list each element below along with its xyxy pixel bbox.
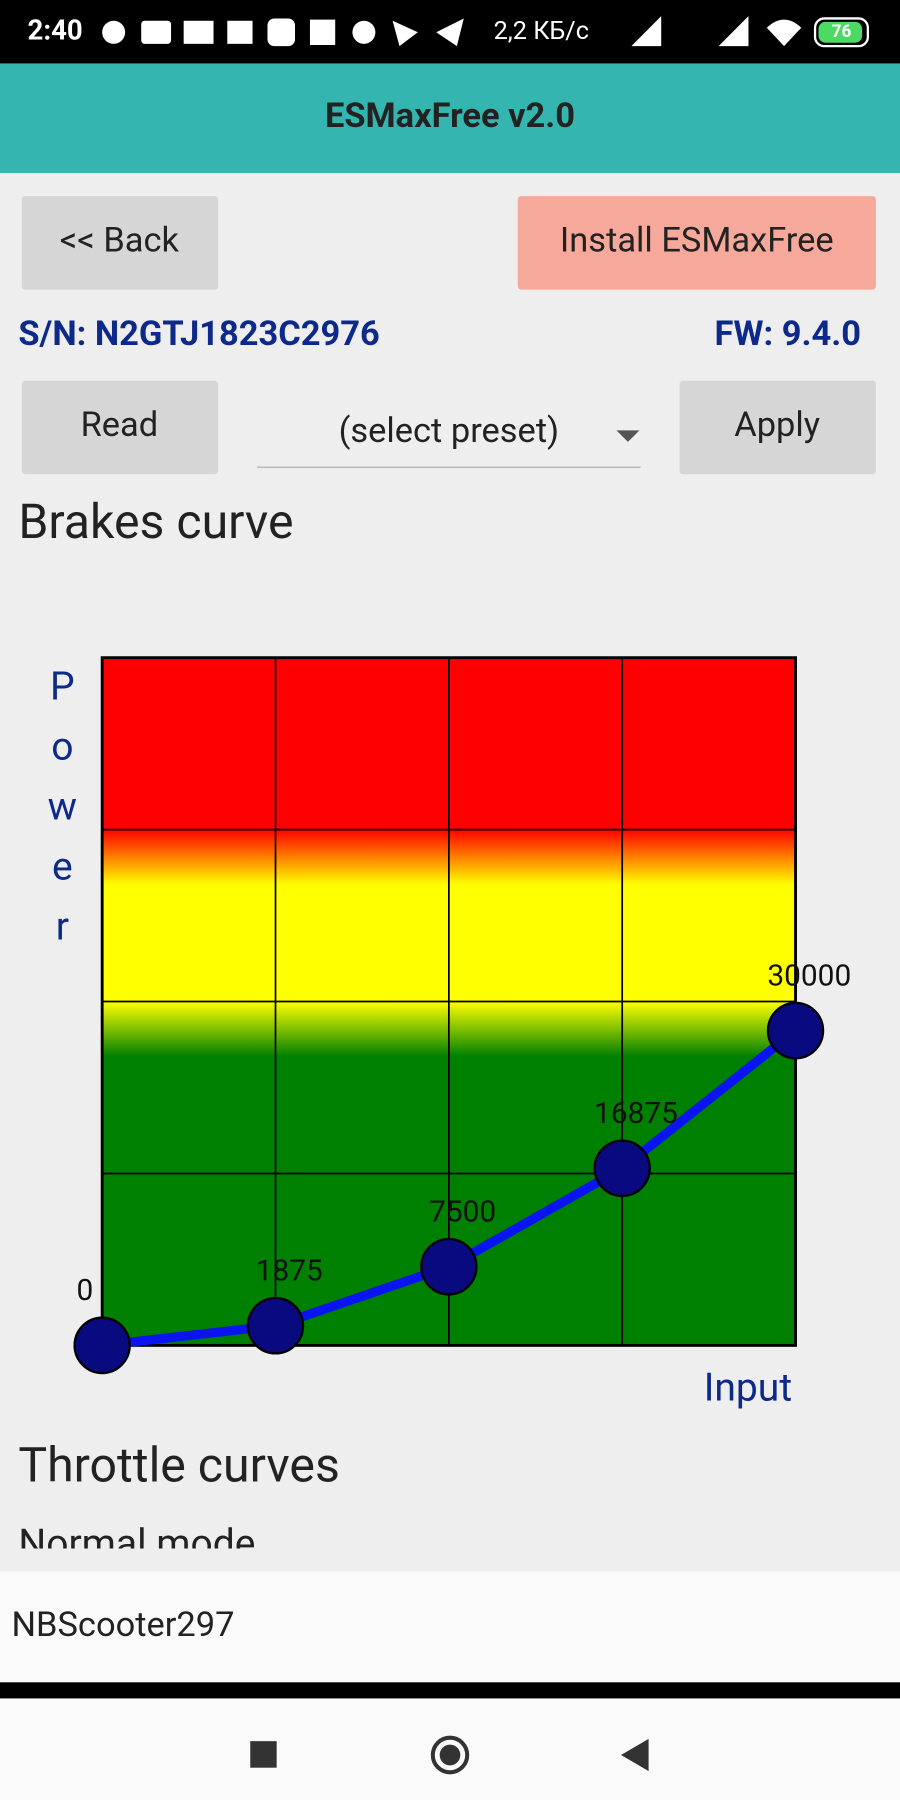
battery-level: 76 bbox=[832, 22, 852, 42]
x-axis-label: Input bbox=[704, 1365, 792, 1411]
throttle-subtitle: Normal mode bbox=[18, 1520, 255, 1566]
curve-point bbox=[420, 1237, 478, 1296]
home-button[interactable] bbox=[430, 1735, 470, 1775]
install-button[interactable] bbox=[517, 196, 876, 290]
app-bar bbox=[0, 63, 900, 174]
clock: 2:40 bbox=[28, 14, 83, 47]
serial-number: S/N: N2GTJ1823C2976 bbox=[18, 314, 379, 354]
point-label: 0 bbox=[77, 1273, 94, 1308]
plot-frame bbox=[100, 656, 797, 1347]
point-label: 16875 bbox=[594, 1096, 678, 1131]
curve-point bbox=[73, 1316, 131, 1375]
y-axis-label: Power bbox=[39, 663, 85, 963]
device-name: NBScooter297 bbox=[11, 1605, 234, 1645]
recents-button[interactable] bbox=[250, 1741, 277, 1768]
preset-select[interactable]: (select preset) bbox=[339, 411, 559, 451]
notification-icons bbox=[102, 18, 464, 47]
apply-label[interactable]: Apply bbox=[734, 405, 820, 445]
content: << Back Install ESMaxFree S/N: N2GTJ1823… bbox=[18, 196, 876, 1566]
system-icons bbox=[631, 16, 870, 48]
point-label: 1875 bbox=[256, 1253, 323, 1288]
install-label[interactable]: Install ESMaxFree bbox=[560, 220, 834, 260]
device-name-bar bbox=[0, 1571, 900, 1683]
network-speed: 2,2 КБ/с bbox=[494, 17, 589, 46]
throttle-title: Throttle curves bbox=[18, 1437, 340, 1494]
point-label: 7500 bbox=[429, 1194, 496, 1229]
read-button[interactable] bbox=[21, 380, 219, 475]
home-button-dot[interactable] bbox=[439, 1744, 461, 1766]
dropdown-arrow[interactable] bbox=[616, 430, 640, 442]
curve-point bbox=[246, 1296, 305, 1355]
divider bbox=[0, 1682, 900, 1699]
brakes-chart: Power Input 0 1875 7500 16875 30000 bbox=[39, 656, 851, 1411]
point-label: 30000 bbox=[767, 958, 851, 993]
read-label[interactable]: Read bbox=[81, 405, 159, 445]
section-title: Brakes curve bbox=[18, 493, 293, 550]
app-title: ESMaxFree v2.0 bbox=[325, 96, 575, 136]
curve-point bbox=[593, 1139, 651, 1198]
grid bbox=[102, 657, 796, 1346]
apply-button[interactable] bbox=[679, 380, 876, 475]
back-button[interactable] bbox=[21, 196, 219, 290]
firmware-version: FW: 9.4.0 bbox=[714, 314, 861, 354]
back-nav-button[interactable] bbox=[621, 1738, 649, 1772]
back-label[interactable]: << Back bbox=[60, 220, 180, 260]
curve-point bbox=[766, 1001, 825, 1060]
